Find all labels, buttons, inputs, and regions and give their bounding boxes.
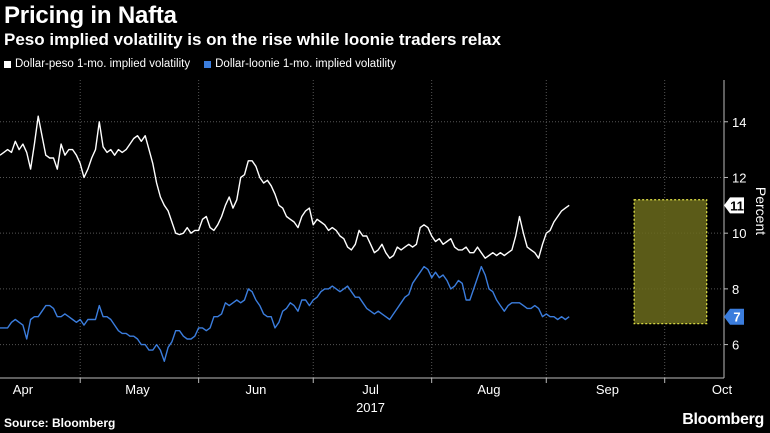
y-tick-label: 12: [732, 170, 746, 185]
y-axis-title: Percent: [753, 187, 769, 235]
y-tick-label: 10: [732, 226, 746, 241]
end-label-tag-loonie: [724, 308, 744, 325]
x-tick-label: Jul: [362, 382, 379, 397]
legend-swatch-loonie: [204, 60, 212, 68]
legend-item-peso: Dollar-peso 1-mo. implied volatility: [4, 58, 190, 70]
highlight-box: [633, 199, 708, 325]
end-label-tag-peso: [724, 197, 744, 214]
x-tick-label: Sep: [596, 382, 619, 397]
legend-swatch-peso: [4, 60, 11, 68]
legend-item-loonie: Dollar-loonie 1-mo. implied volatility: [204, 58, 396, 70]
series-line-loonie: [0, 265, 570, 362]
x-tick-label: May: [125, 382, 150, 397]
series-line-peso: [0, 115, 570, 259]
end-label-peso: 11: [730, 198, 744, 213]
x-tick-label: Oct: [712, 382, 733, 397]
end-label-loonie: 7: [733, 310, 740, 325]
legend-label-peso: Dollar-peso 1-mo. implied volatility: [15, 58, 191, 70]
y-tick-label: 6: [732, 338, 739, 353]
legend-label-loonie: Dollar-loonie 1-mo. implied volatility: [215, 58, 396, 70]
source-note: Source: Bloomberg: [4, 416, 116, 430]
brand-logo: Bloomberg: [682, 411, 764, 428]
chart-subtitle: Peso implied volatility is on the rise w…: [4, 30, 501, 49]
x-tick-label: Apr: [13, 382, 34, 397]
x-tick-label: Jun: [245, 382, 266, 397]
y-tick-label: 8: [732, 282, 739, 297]
legend: Dollar-peso 1-mo. implied volatility Dol…: [4, 58, 396, 70]
y-tick-label: 14: [732, 115, 746, 130]
x-tick-label: Aug: [477, 382, 500, 397]
x-axis-title: 2017: [356, 400, 385, 415]
chart-title: Pricing in Nafta: [4, 2, 177, 29]
